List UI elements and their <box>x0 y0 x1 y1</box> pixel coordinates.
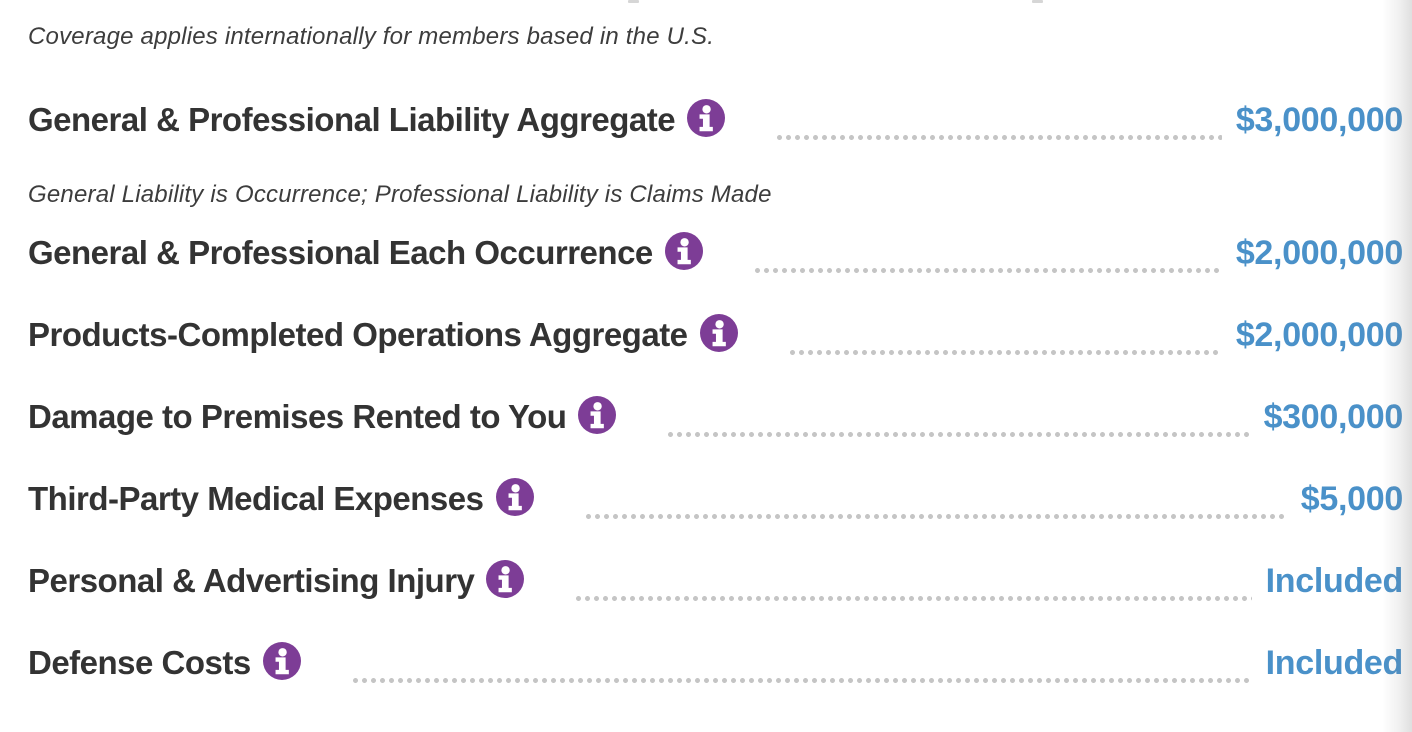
coverage-row: Personal & Advertising Injury Included <box>28 560 1404 601</box>
coverage-label: Damage to Premises Rented to You <box>28 398 567 435</box>
coverage-label: General & Professional Liability Aggrega… <box>28 101 676 138</box>
dotted-leader <box>789 350 1222 355</box>
coverage-amount: $2,000,000 <box>1235 316 1403 354</box>
coverage-row: Defense Costs Included <box>28 642 1404 683</box>
info-circle-icon[interactable] <box>486 560 525 598</box>
coverage-amount: $300,000 <box>1263 398 1404 436</box>
coverage-row: Damage to Premises Rented to You $300,00… <box>28 396 1404 437</box>
coverage-amount: $3,000,000 <box>1235 101 1403 139</box>
coverage-label: Personal & Advertising Injury <box>28 562 475 599</box>
dotted-leader <box>754 268 1222 273</box>
dotted-leader <box>777 135 1222 140</box>
coverage-amount: $2,000,000 <box>1235 234 1403 272</box>
coverage-amount: Included <box>1265 562 1404 600</box>
coverage-label-group: Defense Costs <box>28 642 301 683</box>
coverage-row: General & Professional Each Occurrence $… <box>28 232 1403 273</box>
coverage-row: Third-Party Medical Expenses $5,000 <box>28 478 1404 519</box>
coverage-label-group: General & Professional Liability Aggrega… <box>28 99 726 140</box>
info-circle-icon[interactable] <box>664 232 703 270</box>
coverage-amount: Included <box>1265 644 1404 682</box>
occurrence-note: General Liability is Occurrence; Profess… <box>28 181 772 208</box>
info-circle-icon[interactable] <box>578 396 617 434</box>
coverage-row: General & Professional Liability Aggrega… <box>28 99 1403 140</box>
dotted-leader <box>352 678 1252 683</box>
info-circle-icon[interactable] <box>687 99 726 137</box>
info-circle-icon[interactable] <box>495 478 534 516</box>
coverage-amount: $5,000 <box>1300 480 1404 518</box>
cropped-text-remnant <box>628 0 639 3</box>
coverage-label: General & Professional Each Occurrence <box>28 234 653 271</box>
coverage-label-group: Products-Completed Operations Aggregate <box>28 314 738 355</box>
coverage-row: Products-Completed Operations Aggregate … <box>28 314 1403 355</box>
coverage-label-group: Third-Party Medical Expenses <box>28 478 534 519</box>
coverage-label-group: General & Professional Each Occurrence <box>28 232 703 273</box>
info-circle-icon[interactable] <box>699 314 738 352</box>
coverage-label: Defense Costs <box>28 644 251 681</box>
dotted-leader <box>668 432 1250 437</box>
cropped-text-remnant <box>1032 0 1043 3</box>
coverage-label: Products-Completed Operations Aggregate <box>28 316 688 353</box>
coverage-label-group: Damage to Premises Rented to You <box>28 396 617 437</box>
intro-note: Coverage applies internationally for mem… <box>28 23 715 50</box>
coverage-label: Third-Party Medical Expenses <box>28 480 484 517</box>
info-circle-icon[interactable] <box>262 642 301 680</box>
dotted-leader <box>585 514 1287 519</box>
coverage-label-group: Personal & Advertising Injury <box>28 560 525 601</box>
dotted-leader <box>576 596 1252 601</box>
